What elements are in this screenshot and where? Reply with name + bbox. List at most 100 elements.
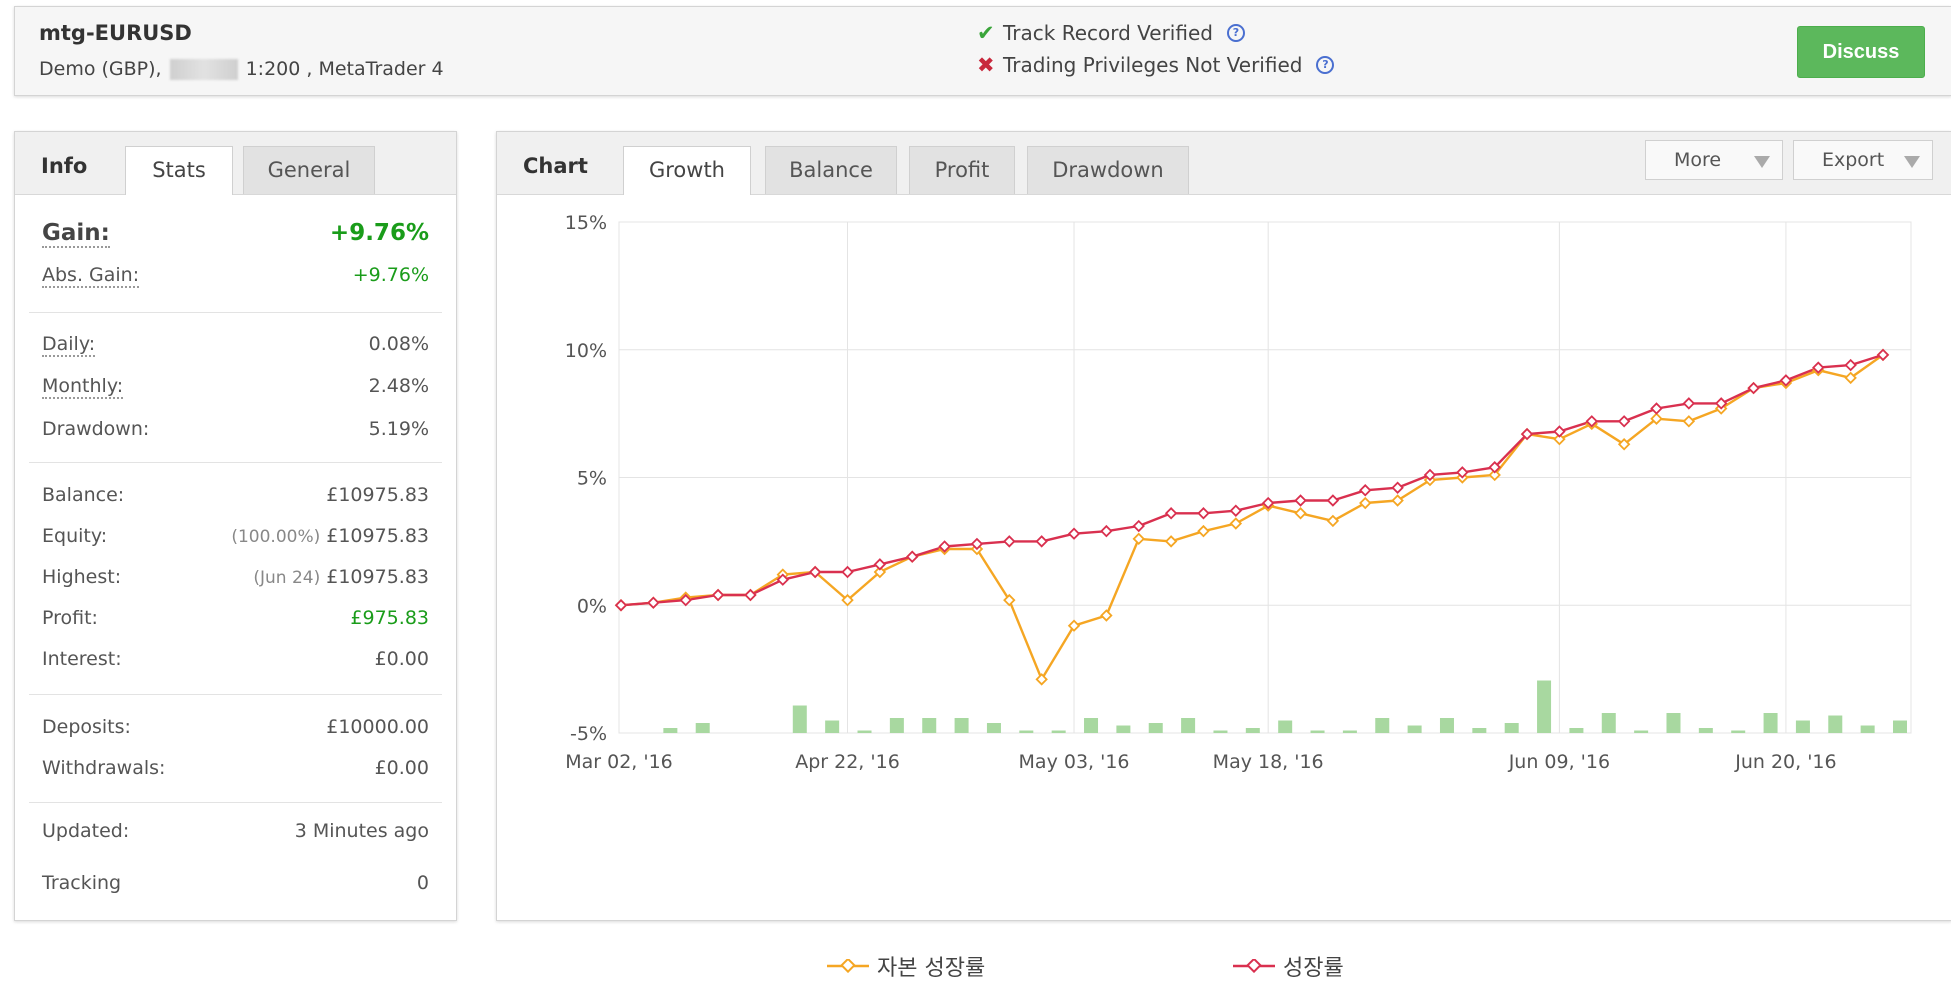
volume-bar — [1731, 730, 1746, 733]
divider — [29, 694, 442, 695]
legend-equity-growth[interactable]: 자본 성장률 — [827, 950, 985, 982]
daily-row: Daily: 0.08% — [42, 333, 429, 357]
chart-axis-labels: 15% 10% 5% 0% -5% Mar 02, '16 Apr 22, '16 May 0… — [565, 212, 1837, 773]
data-point — [1682, 397, 1696, 410]
track-record-label: Track Record Verified — [1003, 21, 1213, 45]
updated-row: Updated: 3 Minutes ago — [42, 820, 429, 842]
discuss-button[interactable]: Discuss — [1797, 26, 1925, 78]
volume-bar — [695, 723, 710, 733]
chevron-down-icon — [1754, 156, 1770, 168]
data-point — [1779, 374, 1793, 387]
updated-value: 3 Minutes ago — [294, 820, 429, 842]
export-label: Export — [1822, 149, 1885, 171]
volume-bar — [1795, 720, 1810, 733]
x-tick-label: May 03, '16 — [1019, 751, 1130, 773]
legend-growth-label: 성장률 — [1283, 956, 1344, 981]
info-title: Info — [41, 154, 88, 178]
more-dropdown[interactable]: More — [1645, 140, 1783, 180]
volume-bar — [922, 718, 937, 733]
growth-chart[interactable]: 15% 10% 5% 0% -5% Mar 02, '16 Apr 22, '16 May 0… — [497, 132, 1951, 920]
divider — [29, 802, 442, 803]
data-point — [1164, 535, 1178, 548]
volume-bar — [825, 720, 840, 733]
chart-tabbar: Chart Growth Balance Profit Drawdown Mor… — [497, 132, 1951, 195]
data-point — [711, 588, 725, 602]
export-dropdown[interactable]: Export — [1793, 140, 1933, 180]
volume-bar — [1828, 715, 1843, 733]
data-point — [1423, 468, 1437, 482]
daily-label[interactable]: Daily: — [42, 333, 96, 357]
data-point — [1391, 494, 1404, 507]
help-icon[interactable]: ? — [1316, 56, 1335, 74]
help-icon[interactable]: ? — [1226, 24, 1245, 42]
volume-bar — [889, 718, 904, 733]
abs-gain-value: +9.76% — [352, 264, 429, 286]
volume-bar — [1213, 730, 1228, 733]
tab-general[interactable]: General — [243, 146, 375, 194]
volume-bar — [1601, 713, 1616, 733]
trading-privileges-status: ✖ Trading Privileges Not Verified ? — [977, 53, 1335, 77]
chart-panel: Chart Growth Balance Profit Drawdown Mor… — [496, 131, 1951, 981]
volume-bar — [1537, 680, 1552, 733]
data-point — [1844, 358, 1857, 372]
data-point — [1003, 535, 1016, 548]
chart-bars — [663, 680, 1907, 733]
y-tick-label: 0% — [577, 595, 607, 617]
volume-bar — [1698, 728, 1713, 733]
info-panel: Info Stats General Gain: +9.76% Abs. Gai… — [14, 131, 457, 921]
data-point — [1359, 484, 1372, 497]
deposits-row: Deposits: £10000.00 — [42, 716, 429, 738]
monthly-value: 2.48% — [368, 375, 429, 397]
x-tick-label: Apr 22, '16 — [795, 751, 900, 773]
daily-value: 0.08% — [368, 333, 429, 355]
volume-bar — [1051, 730, 1066, 733]
profit-row: Profit: £975.83 — [42, 607, 429, 629]
interest-value: £0.00 — [374, 648, 429, 670]
volume-bar — [954, 718, 969, 733]
chart-points — [614, 348, 1890, 686]
leverage: 1:200 — [245, 58, 301, 80]
tab-balance[interactable]: Balance — [765, 146, 897, 194]
equity-value: £10975.83 — [326, 525, 429, 547]
data-point — [614, 599, 628, 612]
volume-bar — [1278, 720, 1293, 733]
data-point — [1197, 507, 1210, 520]
monthly-label[interactable]: Monthly: — [42, 375, 124, 399]
data-point — [841, 565, 854, 579]
data-point — [1553, 432, 1566, 446]
volume-bar — [1634, 730, 1649, 733]
balance-value: £10975.83 — [326, 484, 429, 506]
more-label: More — [1674, 149, 1722, 171]
legend-equity-marker — [827, 959, 869, 973]
volume-bar — [1084, 718, 1099, 733]
account-details: Demo (GBP), 1:200 , MetaTrader 4 — [39, 58, 444, 80]
volume-bar — [792, 705, 807, 733]
data-point — [1003, 593, 1016, 607]
tab-growth[interactable]: Growth — [623, 146, 751, 195]
volume-bar — [1310, 730, 1325, 733]
redacted-account-number — [169, 59, 238, 80]
volume-bar — [1893, 720, 1907, 733]
tab-stats[interactable]: Stats — [125, 146, 233, 195]
account-type: Demo (GBP), — [39, 58, 162, 80]
tab-drawdown[interactable]: Drawdown — [1027, 146, 1189, 194]
divider — [29, 462, 442, 463]
data-point — [970, 537, 984, 551]
tracking-value: 0 — [416, 872, 429, 894]
gain-label[interactable]: Gain: — [42, 220, 110, 248]
data-point — [1553, 425, 1566, 438]
data-point — [808, 565, 822, 579]
equity-label: Equity: — [42, 525, 108, 547]
deposits-label: Deposits: — [42, 716, 131, 738]
legend-growth[interactable]: 성장률 — [1233, 950, 1344, 982]
volume-bar — [1245, 728, 1260, 733]
account-name[interactable]: mtg-EURUSD — [39, 21, 192, 45]
highest-date: (Jun 24) — [253, 568, 321, 588]
abs-gain-label[interactable]: Abs. Gain: — [42, 264, 140, 288]
tab-profit[interactable]: Profit — [909, 146, 1015, 194]
y-tick-label: 5% — [577, 468, 607, 490]
data-point — [1456, 466, 1469, 479]
volume-bar — [1148, 723, 1163, 733]
x-tick-label: May 18, '16 — [1213, 751, 1324, 773]
data-point — [647, 596, 660, 609]
